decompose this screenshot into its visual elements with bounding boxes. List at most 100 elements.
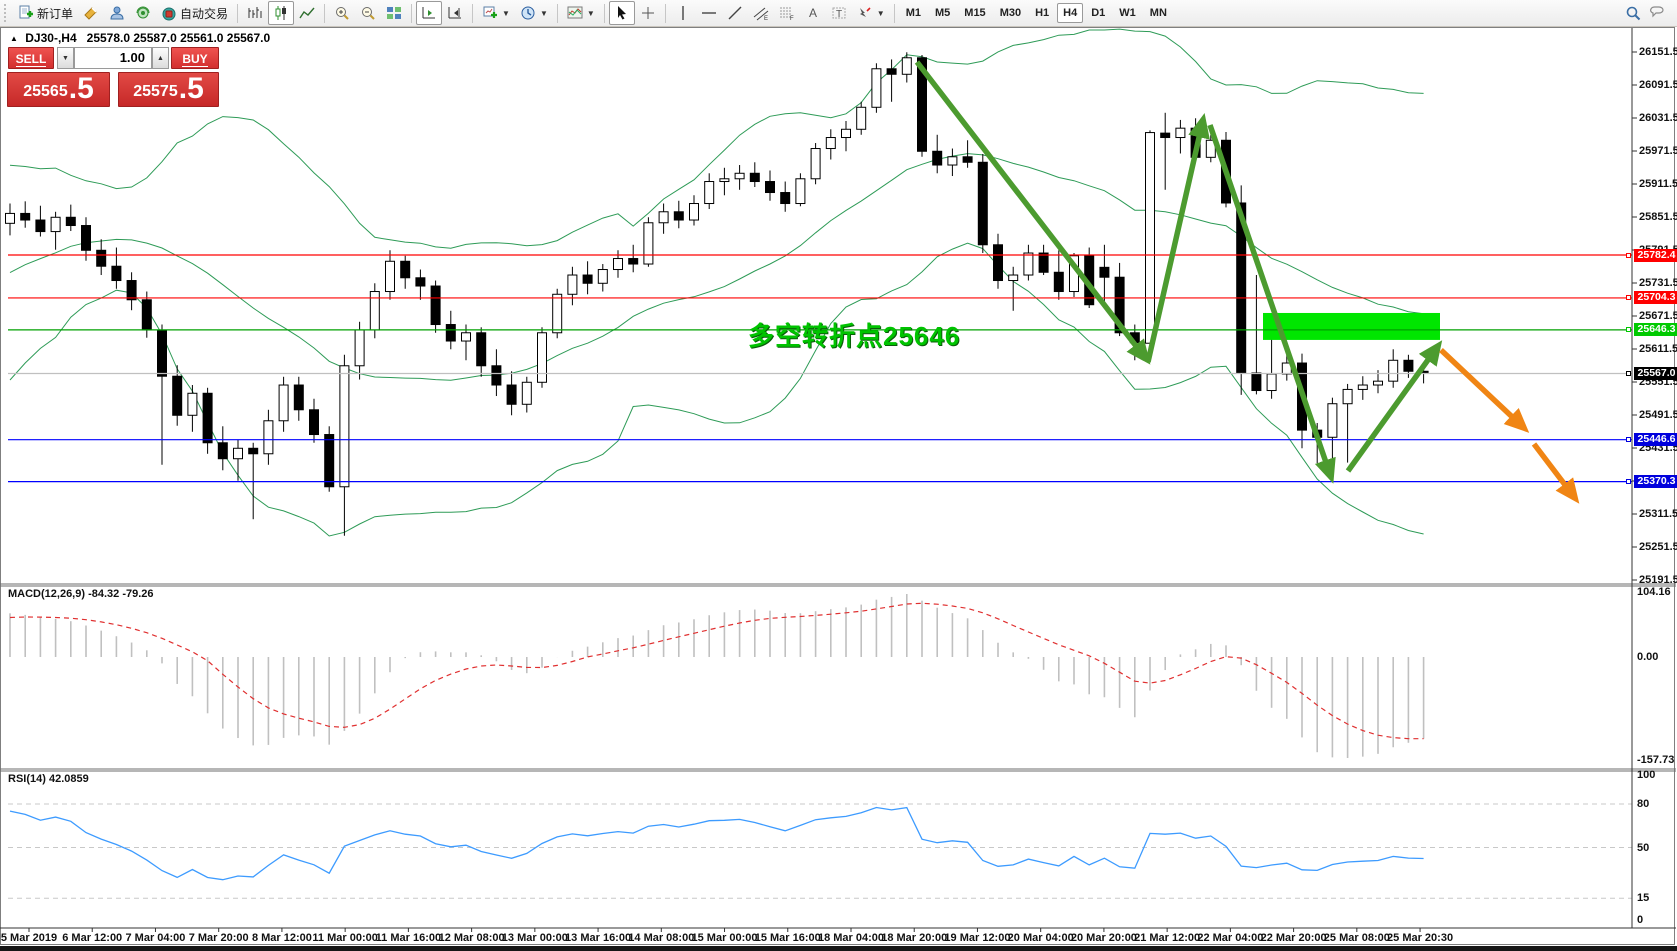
one-click-trading-panel: SELL ▼ 1.00 ▲ BUY 25565 .5 25575 .5: [7, 47, 219, 107]
sell-price-main: 25565: [23, 83, 68, 100]
autotrading-icon: [162, 7, 176, 21]
zoom-out-button[interactable]: [355, 1, 381, 25]
gold-tool-icon: [84, 7, 97, 20]
profiles-button[interactable]: ▼: [515, 1, 553, 25]
bar-chart-button[interactable]: [242, 1, 268, 25]
trader-icon: [110, 6, 124, 20]
svg-text:A: A: [809, 6, 817, 20]
signal-globe-icon: [136, 6, 150, 19]
new-order-icon: [19, 5, 33, 19]
shapes-icon: [859, 7, 871, 17]
macd-indicator-label: MACD(12,26,9) -84.32 -79.26: [8, 588, 154, 600]
toolbar-grip[interactable]: [4, 4, 9, 22]
dropdown-arrow-icon: ▼: [586, 8, 595, 18]
buy-price-fraction: .5: [178, 72, 204, 105]
timeframe-mn[interactable]: MN: [1149, 7, 1167, 19]
text-label-button[interactable]: T: [826, 1, 852, 25]
vertical-line-button[interactable]: [670, 1, 696, 25]
volume-input[interactable]: 1.00: [74, 47, 152, 69]
toolbar-separator: [664, 3, 666, 23]
buy-price-display[interactable]: 25575 .5: [118, 72, 219, 107]
timeframe-d1[interactable]: D1: [1091, 7, 1106, 19]
collapse-panel-icon[interactable]: ▲: [10, 34, 18, 43]
sell-button[interactable]: SELL: [8, 47, 54, 69]
text-label-icon: T: [832, 7, 846, 20]
clock-icon: [521, 6, 535, 20]
fibonacci-icon: F: [779, 7, 794, 21]
chart-shift-button[interactable]: [442, 1, 468, 25]
line-chart-icon: [299, 7, 315, 19]
pivot-point-annotation: 多空转折点25646: [748, 321, 961, 351]
fibonacci-button[interactable]: F: [774, 1, 800, 25]
text-icon: A: [809, 6, 817, 20]
autotrading-label: 自动交易: [180, 6, 229, 21]
cursor-icon: [617, 6, 626, 20]
trendline-icon: [728, 6, 742, 20]
toolbar-separator: [237, 3, 239, 23]
terminal-button[interactable]: [104, 1, 130, 25]
new-order-button[interactable]: 新订单: [13, 1, 78, 25]
status-bar-edge: [0, 946, 1677, 951]
indicators-button[interactable]: ▼: [562, 1, 600, 25]
timeframe-m5[interactable]: M5: [935, 7, 951, 19]
chart-window[interactable]: [0, 27, 1675, 945]
vertical-line-icon: [682, 6, 684, 20]
timeframe-h1[interactable]: H1: [1035, 7, 1050, 19]
trendline-button[interactable]: [722, 1, 748, 25]
horizontal-line-icon: [701, 12, 716, 14]
crosshair-button[interactable]: [635, 1, 661, 25]
zoom-in-button[interactable]: [329, 1, 355, 25]
new-chart-icon: [483, 6, 498, 18]
main-toolbar: 新订单 自动交易 ▼ ▼: [0, 0, 1677, 27]
buy-button[interactable]: BUY: [171, 47, 219, 69]
chat-icon[interactable]: [1649, 5, 1665, 21]
tile-windows-icon: [387, 7, 402, 19]
timeframe-bar: M1 M5 M15 M30 H1 H4 D1 W1 MN: [899, 3, 1174, 23]
auto-scroll-icon: [422, 7, 436, 19]
rsi-indicator-label: RSI(14) 42.0859: [8, 773, 89, 785]
dropdown-arrow-icon: ▼: [539, 8, 548, 18]
candlestick-chart-icon: [275, 6, 287, 20]
volume-decrease-button[interactable]: ▼: [57, 47, 74, 69]
toolbar-separator: [603, 3, 605, 23]
arrows-button[interactable]: ▼: [852, 1, 890, 25]
horizontal-line-button[interactable]: [696, 1, 722, 25]
timeframe-m1[interactable]: M1: [905, 7, 921, 19]
new-order-label: 新订单: [37, 6, 74, 21]
chart-title: ▲ DJ30-,H4 25578.0 25587.0 25561.0 25567…: [10, 31, 270, 45]
toolbar-separator: [893, 3, 895, 23]
toolbar-separator: [556, 3, 558, 23]
sell-price-fraction: .5: [68, 72, 94, 105]
timeframe-w1[interactable]: W1: [1119, 7, 1136, 19]
timeframe-h4[interactable]: H4: [1057, 3, 1084, 23]
auto-scroll-button[interactable]: [416, 1, 443, 25]
zoom-out-icon: [362, 7, 375, 20]
zoom-in-icon: [336, 7, 349, 20]
svg-text:T: T: [836, 9, 842, 20]
sell-price-display[interactable]: 25565 .5: [7, 72, 110, 107]
new-chart-button[interactable]: ▼: [477, 1, 515, 25]
timeframe-m15[interactable]: M15: [964, 7, 986, 19]
timeframe-m30[interactable]: M30: [999, 7, 1022, 19]
tile-windows-button[interactable]: [381, 1, 407, 25]
chart-symbol-timeframe: DJ30-,H4: [25, 31, 77, 45]
autotrading-button[interactable]: 自动交易: [156, 1, 233, 25]
bar-chart-icon: [248, 7, 262, 18]
channel-button[interactable]: E: [748, 1, 774, 25]
text-button[interactable]: A: [800, 1, 826, 25]
candlestick-chart-button[interactable]: [268, 1, 295, 25]
svg-text:E: E: [764, 16, 768, 21]
cursor-button[interactable]: [608, 1, 635, 25]
chart-shift-icon: [448, 7, 462, 19]
search-icon[interactable]: [1625, 5, 1641, 21]
dropdown-arrow-icon: ▼: [876, 8, 885, 18]
chart-tool-button[interactable]: [78, 1, 104, 25]
community-button[interactable]: [130, 1, 156, 25]
line-chart-button[interactable]: [294, 1, 320, 25]
toolbar-separator: [324, 3, 326, 23]
indicators-icon: [567, 6, 583, 19]
volume-increase-button[interactable]: ▲: [152, 47, 169, 69]
toolbar-separator: [472, 3, 474, 23]
